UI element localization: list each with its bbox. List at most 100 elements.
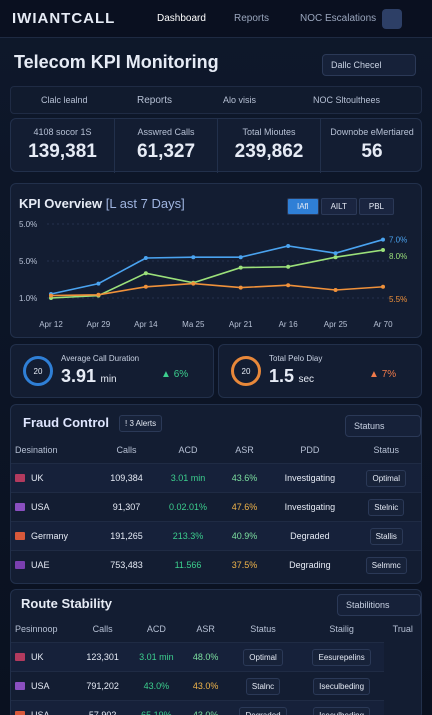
tabs: Clalc lealnd Reports Alo visis NOC Sltou… [10, 86, 422, 114]
cell-text[interactable]: Iseculbeding [313, 706, 371, 715]
nav-item[interactable]: NOC Escalations [300, 13, 377, 24]
cell: 37.5% [220, 549, 269, 579]
subtitle: [L ast 7 Days] [105, 196, 185, 211]
point [333, 288, 338, 292]
column-header: Pesinnoop [15, 623, 58, 634]
nav-item[interactable]: Dashboard [157, 13, 206, 24]
summary-label: Average Call Duration [61, 354, 140, 363]
point [143, 284, 148, 289]
cell-text[interactable]: Iseculbeding [313, 677, 371, 695]
tab[interactable]: Alo visis [223, 95, 257, 105]
row: USA 791,202 43.0% 43.0% Stalnc Iseculbeding [11, 670, 421, 700]
point [49, 293, 53, 298]
kpi-label: 4108 socor 1S [33, 127, 92, 137]
cell-text: USA [31, 709, 50, 715]
cell-text[interactable]: Optimal [366, 469, 407, 487]
button-group: IAfl AILT PBL [287, 198, 394, 215]
cell: Degrading [268, 549, 352, 579]
dropdown[interactable]: Statuns [345, 415, 421, 437]
toggle-button[interactable]: IAfl [287, 198, 319, 215]
dropdown[interactable]: Stabilitions [337, 594, 421, 616]
series-line [50, 238, 384, 295]
cell: UAE [11, 549, 98, 579]
cell: 40.9% [220, 520, 269, 550]
column-header: PDD [300, 444, 320, 455]
point [191, 255, 196, 260]
avatar[interactable] [382, 9, 402, 29]
cell-text[interactable]: Selmmc [365, 556, 407, 574]
cell: Degraded [227, 699, 299, 715]
flag [15, 503, 25, 512]
flag [15, 532, 25, 541]
row: UK 109,384 3.01 min 43.6% Investigating Optim… [11, 462, 421, 492]
point [96, 281, 101, 286]
column-header: ASR [235, 444, 254, 455]
cell: 123,301 [76, 641, 129, 671]
tab[interactable]: Reports [137, 95, 173, 106]
dropdown[interactable]: Dallc Checel [322, 54, 416, 76]
cell: Germany [11, 520, 98, 550]
kpi-value: 239,862 [234, 141, 304, 162]
summary-change: ▲ 6% [161, 369, 189, 380]
column-header: Status [373, 444, 399, 455]
cell: Iseculbeding [298, 699, 385, 715]
end-label: 8.0% [389, 252, 407, 261]
point [286, 283, 291, 288]
cell: 47.6% [220, 491, 269, 521]
column-header: Status [250, 623, 276, 634]
change-value: 6% [173, 369, 189, 380]
cell-text: UK [31, 651, 44, 662]
cell-text[interactable]: Stallis [369, 527, 403, 545]
cell-text[interactable]: Stelnic [368, 498, 405, 516]
cell: 11.566 [155, 549, 221, 579]
column-header: Desination [15, 444, 58, 455]
cell: Eesurepelins [298, 641, 385, 671]
point [381, 237, 385, 242]
tab[interactable]: NOC Sltoulthees [313, 95, 381, 105]
kpi-row: 4108 socor 1S 139,381 Asswred Calls 61,327 T… [10, 118, 422, 173]
cell-text[interactable]: Degraded [239, 706, 287, 715]
cell-text: 109,384 [110, 472, 143, 483]
cell: Optimal [351, 462, 421, 492]
cell: Iseculbeding [298, 670, 385, 700]
cell-text: UAE [31, 559, 50, 570]
cell-text[interactable]: Optimal [243, 648, 283, 666]
summary-value: 1.5 [269, 366, 295, 386]
flag [15, 561, 25, 570]
column-header: Stailig [329, 623, 354, 634]
x-tick-label: Ar 70 [373, 320, 393, 329]
x-tick-label: Apr 14 [134, 320, 158, 329]
summary-value: 3.91 [61, 366, 97, 386]
summary-unit: min [100, 374, 117, 385]
end-label: 7.0% [389, 236, 407, 245]
x-tick-label: Apr 25 [324, 320, 348, 329]
cell-text: 3.01 min [139, 651, 174, 662]
alert-badge[interactable]: ! 3 Alerts [119, 415, 163, 432]
row: Germany 191,265 213.3% 40.9% Degraded Stallis [11, 520, 421, 550]
point [96, 292, 101, 297]
cell-text: 791,202 [86, 680, 119, 691]
cell-text: 43.0% [192, 709, 219, 715]
point [333, 251, 338, 256]
cell-text: Investigating [284, 501, 336, 512]
kpi-card: Total Mioutes 239,862 [217, 119, 320, 173]
summary-change: ▲ 7% [369, 369, 397, 380]
logo: IWIANTCALL [12, 10, 116, 27]
line-chart: 5.0% 5.0% 1.0% Apr 12 Apr 29 Apr 14 Ma 25 Apr 2… [19, 220, 407, 329]
cell: 191,265 [97, 520, 156, 550]
cell: 91,307 [97, 491, 156, 521]
nav-item[interactable]: Reports [234, 13, 270, 24]
point [381, 248, 385, 252]
cell: 3.01 min [128, 641, 184, 671]
cell-text: 47.6% [231, 501, 258, 512]
cell-text: 123,301 [86, 651, 119, 662]
toggle-button[interactable]: PBL [358, 198, 394, 215]
column-header: Calls [92, 623, 113, 634]
cell-text[interactable]: Stalnc [245, 677, 281, 695]
series-line [50, 249, 384, 299]
cell: Degraded [268, 520, 352, 550]
cell: Stalnc [227, 670, 299, 700]
cell-text[interactable]: Eesurepelins [312, 648, 371, 666]
toggle-button[interactable]: AILT [320, 198, 357, 215]
tab[interactable]: Clalc lealnd [41, 95, 88, 105]
